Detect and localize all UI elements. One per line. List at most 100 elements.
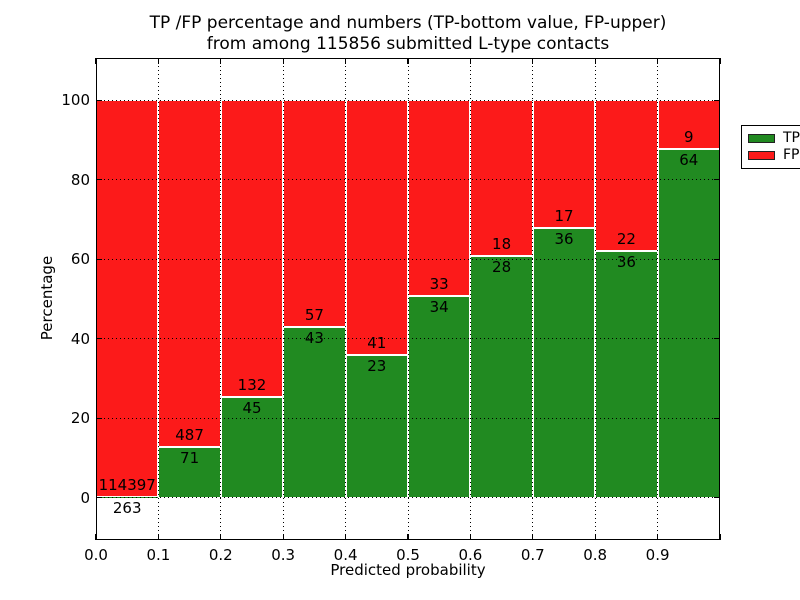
y-tick-label-40: 40 [70,329,90,348]
bar-segment-tp-4 [345,354,408,498]
bar-segment-tp-8 [595,251,658,498]
bar-segment-tp-3 [283,326,346,498]
x-tick-label-0.4: 0.4 [333,546,358,564]
x-tick-top-0.6 [469,58,471,64]
y-tick-right-40 [714,338,720,340]
gridline-x-0.1 [157,58,159,540]
bar-count-label-tp-1: 71 [180,449,200,468]
x-tick-label-0.7: 0.7 [520,546,545,564]
y-tick-right-100 [714,99,720,101]
chart-title: TP /FP percentage and numbers (TP-bottom… [16,13,800,55]
bar-segment-tp-9 [657,149,720,498]
bar-segment-fp-2 [220,100,284,397]
x-tick-top-0.2 [220,58,222,64]
legend-item-tp: TP [748,129,800,146]
y-tick-right-20 [714,417,720,419]
bar-segment-tp-7 [532,227,596,498]
bar-count-label-tp-6: 28 [492,257,512,276]
bar-segment-tp-1 [158,447,221,498]
x-tick-label-0.9: 0.9 [645,546,670,564]
bar-count-label-fp-4: 41 [367,333,387,352]
y-tick-left-60 [96,258,102,260]
bar-segment-fp-5 [408,100,471,297]
x-tick-bottom-0.5 [407,534,409,540]
y-tick-left-0 [96,497,102,499]
bar-count-label-tp-5: 34 [429,298,449,317]
gridline-x-0.4 [345,58,347,540]
bar-count-label-fp-6: 18 [492,234,512,253]
x-tick-top-0.8 [594,58,596,64]
y-tick-label-100: 100 [61,91,90,110]
bar-count-label-tp-3: 43 [304,328,324,347]
x-tick-label-0.0: 0.0 [84,546,108,564]
bar-count-label-fp-7: 17 [554,206,574,225]
bar-count-label-fp-8: 22 [616,230,636,248]
y-tick-label-0: 0 [80,488,90,507]
gridline-x-0.3 [282,58,284,540]
x-tick-label-0.1: 0.1 [146,546,171,564]
legend-label-tp: TP [783,129,800,146]
x-tick-bottom-0.8 [594,534,596,540]
x-tick-bottom-0 [95,534,97,540]
bar-segment-fp-0 [96,100,159,497]
bar-count-label-tp-0: 263 [112,498,142,517]
x-tick-bottom-0.6 [469,534,471,540]
x-tick-top-1 [719,58,721,64]
y-tick-label-20: 20 [70,409,90,428]
x-tick-bottom-0.7 [532,534,534,540]
bar-segment-tp-5 [408,296,471,498]
x-tick-bottom-1 [719,534,721,540]
y-tick-left-40 [96,338,102,340]
x-tick-label-0.2: 0.2 [208,546,233,564]
y-tick-right-0 [714,497,720,499]
x-tick-bottom-0.4 [345,534,347,540]
bar-count-label-fp-3: 57 [304,305,324,324]
bar-segment-tp-6 [470,255,533,498]
x-tick-bottom-0.3 [282,534,284,540]
plot-area: TP FP 114397 263 487 71 132 45 57 43 41 23 33 34 18 2… [95,58,800,540]
gridline-x-0.5 [407,58,409,540]
x-tick-top-0.5 [407,58,409,64]
bar-count-label-tp-2: 45 [242,398,262,417]
tp-color-swatch [748,133,775,143]
bar-segment-tp-2 [220,396,284,498]
y-tick-left-100 [96,99,102,101]
bar-count-label-fp-9: 9 [684,128,694,147]
y-tick-left-20 [96,417,102,419]
gridline-x-0.2 [220,58,222,540]
x-tick-top-0.7 [532,58,534,64]
x-tick-label-0.5: 0.5 [396,546,420,564]
x-tick-top-0.4 [345,58,347,64]
bar-count-label-fp-0: 114397 [98,475,156,494]
x-axis-label: Predicted probability [330,561,486,579]
y-axis-label: Percentage [38,255,56,341]
bar-segment-fp-4 [345,100,408,355]
legend-item-fp: FP [748,148,800,163]
x-tick-label-0.3: 0.3 [271,546,296,564]
x-tick-top-0.3 [282,58,284,64]
bar-count-label-tp-7: 36 [554,229,574,248]
chart-title-line-2: from among 115856 submitted L-type conta… [206,34,610,54]
y-tick-label-60: 60 [70,250,90,269]
bar-count-label-tp-9: 64 [679,151,699,170]
y-tick-left-80 [96,179,102,181]
y-tick-label-80: 80 [70,170,90,189]
bar-segment-fp-6 [470,100,533,256]
legend-label-fp: FP [783,147,800,164]
gridline-x-0.8 [594,58,596,540]
bar-count-label-tp-8: 36 [616,253,636,271]
x-tick-top-0 [95,58,97,64]
gridline-x-0.6 [469,58,471,540]
x-tick-label-0.8: 0.8 [583,546,608,564]
bar-segment-fp-3 [283,100,346,327]
y-tick-right-80 [714,179,720,181]
fp-color-swatch [748,151,775,161]
bar-count-label-fp-5: 33 [429,275,449,294]
bar-count-label-tp-4: 23 [367,356,387,375]
legend: TP FP [741,125,800,169]
x-tick-bottom-0.2 [220,534,222,540]
x-tick-top-0.1 [157,58,159,64]
chart-title-line-1: TP /FP percentage and numbers (TP-bottom… [149,13,667,33]
y-tick-right-60 [714,258,720,260]
x-tick-bottom-0.9 [657,534,659,540]
